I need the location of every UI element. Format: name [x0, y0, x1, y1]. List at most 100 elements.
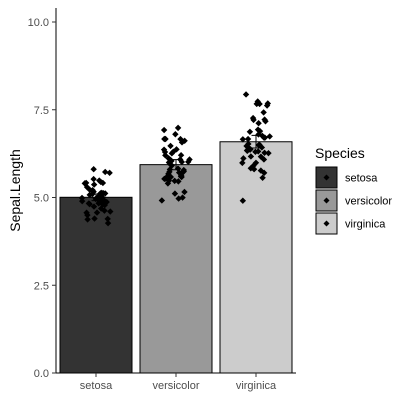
points-group — [78, 91, 273, 227]
data-point-setosa — [86, 186, 94, 194]
data-point-versicolor — [178, 173, 185, 181]
data-point-setosa — [78, 194, 86, 202]
data-point-virginica — [245, 140, 252, 148]
y-tick-label: 0.0 — [34, 368, 49, 380]
data-point-virginica — [265, 149, 272, 157]
data-point-setosa — [101, 201, 108, 209]
data-point-virginica — [240, 155, 247, 162]
legend-label-versicolor: versicolor — [345, 196, 392, 208]
data-point-setosa — [101, 207, 108, 214]
data-point-setosa — [83, 209, 90, 216]
data-point-versicolor — [178, 139, 186, 146]
data-point-virginica — [255, 142, 263, 149]
data-point-virginica — [239, 197, 247, 204]
data-point-versicolor — [171, 190, 179, 197]
data-point-virginica — [256, 100, 263, 108]
data-point-setosa — [82, 179, 90, 187]
x-tick-label: virginica — [236, 380, 277, 392]
data-point-virginica — [250, 116, 257, 124]
data-point-virginica — [260, 109, 267, 116]
data-point-virginica — [255, 120, 262, 127]
x-tick-label: setosa — [80, 380, 113, 392]
data-point-virginica — [258, 144, 266, 151]
data-point-virginica — [255, 131, 262, 138]
y-axis-ticks: 0.0 2.5 5.0 7.5 10.0 — [28, 17, 56, 380]
legend: Species setosa versicolor virginica — [315, 145, 392, 235]
data-point-versicolor — [177, 135, 184, 143]
data-point-versicolor — [177, 152, 185, 159]
data-point-versicolor — [166, 168, 173, 176]
legend-point-setosa — [323, 174, 330, 181]
data-point-versicolor — [167, 142, 174, 150]
x-axis-ticks: setosa versicolor virginica — [80, 373, 277, 392]
data-point-virginica — [260, 134, 268, 141]
data-point-setosa — [93, 209, 101, 216]
bar-versicolor — [139, 164, 213, 374]
data-point-virginica — [239, 136, 247, 143]
data-point-setosa — [91, 215, 98, 222]
data-point-versicolor — [178, 170, 185, 177]
data-point-virginica — [259, 174, 266, 181]
error-bars-group — [91, 134, 261, 202]
y-axis-label: Sepal.Length — [7, 149, 23, 232]
data-point-virginica — [254, 126, 262, 133]
data-point-versicolor — [165, 177, 173, 184]
data-point-setosa — [90, 166, 97, 173]
data-point-setosa — [85, 200, 93, 207]
data-point-virginica — [262, 118, 269, 125]
data-point-setosa — [104, 219, 112, 227]
data-point-setosa — [90, 175, 97, 183]
data-point-versicolor — [168, 150, 176, 157]
data-point-versicolor — [173, 146, 180, 153]
y-tick-label: 7.5 — [34, 105, 49, 117]
data-point-virginica — [257, 167, 265, 174]
data-point-versicolor — [175, 178, 182, 185]
data-point-virginica — [239, 159, 246, 167]
data-point-setosa — [84, 211, 91, 219]
data-point-virginica — [257, 153, 265, 160]
data-point-setosa — [83, 183, 91, 191]
data-point-setosa — [102, 168, 109, 176]
data-point-virginica — [247, 165, 254, 172]
data-point-setosa — [84, 216, 91, 223]
legend-label-setosa: setosa — [345, 173, 378, 185]
data-point-versicolor — [174, 124, 182, 132]
data-point-versicolor — [161, 135, 168, 143]
legend-point-versicolor — [323, 197, 330, 204]
data-point-setosa — [90, 203, 98, 210]
data-point-setosa — [86, 191, 93, 199]
data-point-versicolor — [172, 131, 179, 138]
data-point-versicolor — [181, 188, 188, 196]
data-point-virginica — [247, 153, 255, 160]
bar-setosa — [59, 196, 133, 374]
bar-virginica — [219, 141, 293, 374]
data-point-versicolor — [179, 194, 186, 201]
data-point-virginica — [250, 162, 257, 170]
legend-title: Species — [315, 145, 365, 161]
data-point-virginica — [264, 100, 272, 107]
data-point-virginica — [254, 98, 261, 105]
data-point-virginica — [261, 149, 268, 156]
data-point-versicolor — [158, 197, 166, 204]
data-point-versicolor — [178, 158, 186, 166]
data-point-virginica — [242, 91, 250, 98]
y-tick-label: 5.0 — [34, 193, 49, 205]
data-point-versicolor — [167, 156, 174, 164]
data-point-versicolor — [185, 158, 192, 166]
data-point-virginica — [246, 128, 254, 135]
x-tick-label: versicolor — [152, 380, 199, 392]
data-point-versicolor — [160, 126, 168, 134]
data-point-virginica — [266, 133, 273, 140]
legend-label-virginica: virginica — [345, 219, 386, 231]
y-tick-label: 2.5 — [34, 280, 49, 292]
data-point-setosa — [101, 197, 108, 205]
data-point-setosa — [107, 208, 114, 215]
data-point-setosa — [104, 215, 111, 223]
data-point-setosa — [95, 200, 102, 207]
data-point-versicolor — [181, 137, 188, 144]
data-point-versicolor — [162, 152, 169, 159]
data-point-setosa — [96, 177, 103, 184]
y-tick-label: 10.0 — [28, 17, 49, 29]
data-point-virginica — [252, 148, 259, 156]
